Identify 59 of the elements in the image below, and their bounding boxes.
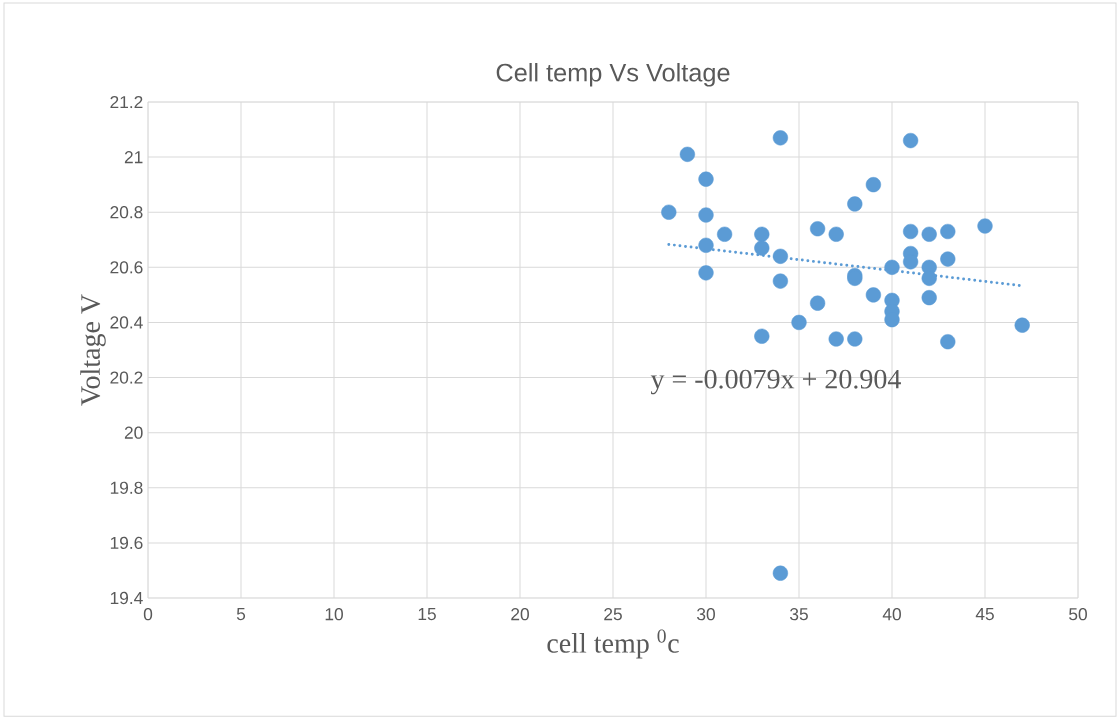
point xyxy=(921,226,937,242)
x-tick-label: 15 xyxy=(418,608,436,621)
y-tick-label: 19.4 xyxy=(110,591,143,605)
x-tick-label: 50 xyxy=(1069,608,1087,621)
y-tick-label: 19.6 xyxy=(110,536,143,550)
x-tick-label: 20 xyxy=(511,608,529,621)
point xyxy=(810,295,826,311)
point xyxy=(977,218,993,234)
point xyxy=(772,248,789,264)
point xyxy=(847,196,863,212)
point xyxy=(903,132,919,149)
point xyxy=(772,273,789,289)
point xyxy=(940,223,956,240)
point xyxy=(810,221,826,237)
point xyxy=(940,251,956,267)
point xyxy=(884,259,900,275)
point xyxy=(754,240,770,256)
point xyxy=(698,171,714,187)
point xyxy=(754,226,770,242)
y-tick-label: 20.2 xyxy=(110,371,143,384)
point xyxy=(921,290,937,306)
y-tick-label: 19.8 xyxy=(110,481,143,494)
y-tick-label: 20.6 xyxy=(110,261,143,274)
point xyxy=(791,314,807,331)
x-axis-title: cell temp $^{0}$c xyxy=(547,629,679,659)
y-tick-label: 20.8 xyxy=(110,206,143,219)
point xyxy=(1014,317,1030,333)
point xyxy=(772,130,789,146)
x-tick-label: 5 xyxy=(236,608,246,621)
point xyxy=(698,265,714,281)
y-tick-label: 20 xyxy=(124,426,143,439)
y-tick-label: 21 xyxy=(124,151,143,164)
point xyxy=(717,226,733,242)
point xyxy=(661,204,677,220)
annotation: y = -0.0079x + 20.904 xyxy=(650,369,901,395)
x-tick-label: 40 xyxy=(882,608,901,621)
point xyxy=(865,177,882,193)
point xyxy=(828,226,844,242)
point xyxy=(865,287,882,303)
x-tick-label: 25 xyxy=(604,608,622,621)
point xyxy=(698,207,714,223)
point xyxy=(754,328,770,344)
y-axis-title: Voltage V xyxy=(80,294,106,406)
point xyxy=(940,334,956,350)
y-tick-label: 21.2 xyxy=(110,95,143,109)
point xyxy=(903,223,919,240)
x-tick-label: 45 xyxy=(975,608,994,621)
y-tick-label: 20.4 xyxy=(110,316,143,329)
point xyxy=(772,565,789,581)
x-tick-label: 35 xyxy=(790,608,808,621)
x-tick-label: 10 xyxy=(325,608,343,621)
x-tick-label: 0 xyxy=(143,608,153,621)
chart-title: Cell temp Vs Voltage xyxy=(496,63,730,87)
point xyxy=(921,270,937,286)
x-tick-label: 30 xyxy=(697,608,715,621)
point xyxy=(847,331,863,347)
point xyxy=(828,331,844,347)
point xyxy=(679,146,696,162)
point xyxy=(698,237,714,253)
